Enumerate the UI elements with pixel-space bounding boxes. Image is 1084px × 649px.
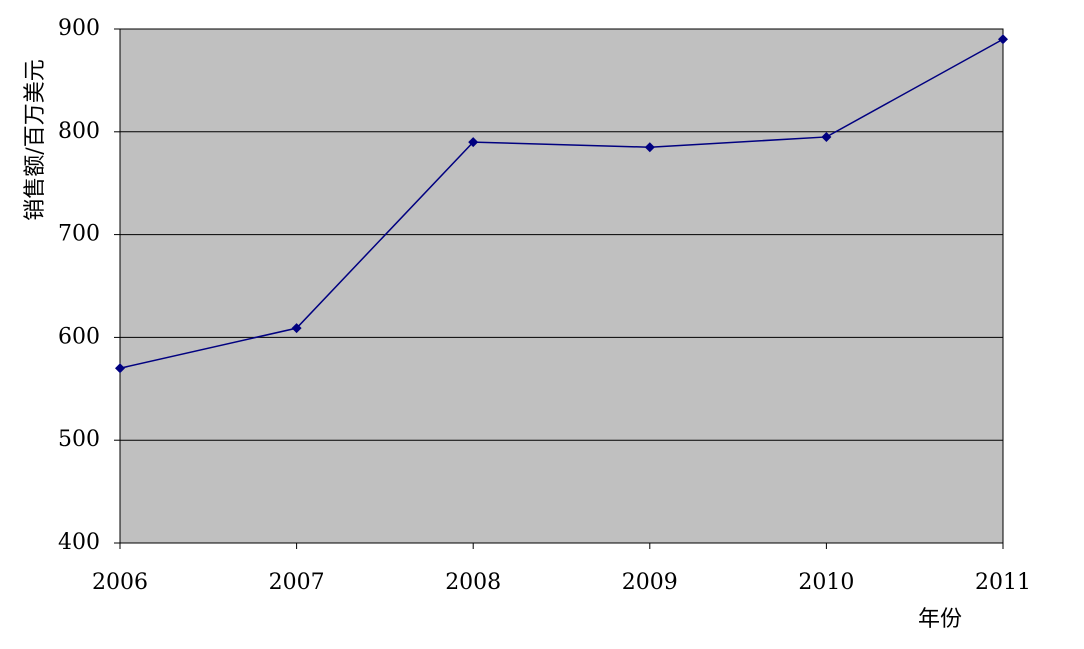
x-tick-label: 2007 bbox=[269, 570, 325, 595]
y-axis-label: 销售额/百万美元 bbox=[23, 59, 48, 220]
y-tick-label: 400 bbox=[58, 530, 100, 555]
y-tick-label: 800 bbox=[58, 119, 100, 144]
marker bbox=[644, 142, 655, 153]
y-tick-label: 900 bbox=[58, 16, 100, 41]
x-tick-label: 2008 bbox=[445, 570, 501, 595]
marker bbox=[291, 323, 302, 334]
y-tick-label: 600 bbox=[58, 324, 100, 349]
x-axis-label: 年份 bbox=[918, 607, 962, 632]
x-tick-label: 2011 bbox=[975, 570, 1031, 595]
x-tick-label: 2009 bbox=[622, 570, 678, 595]
line bbox=[119, 38, 1004, 369]
y-tick-label: 500 bbox=[58, 427, 100, 452]
marker bbox=[998, 34, 1008, 45]
marker bbox=[468, 137, 479, 148]
y-tick-label: 700 bbox=[58, 222, 100, 247]
marker bbox=[115, 363, 125, 374]
plot-area bbox=[119, 28, 1004, 544]
marker bbox=[821, 131, 832, 142]
x-tick-label: 2006 bbox=[92, 570, 148, 595]
x-tick-label: 2010 bbox=[798, 570, 854, 595]
